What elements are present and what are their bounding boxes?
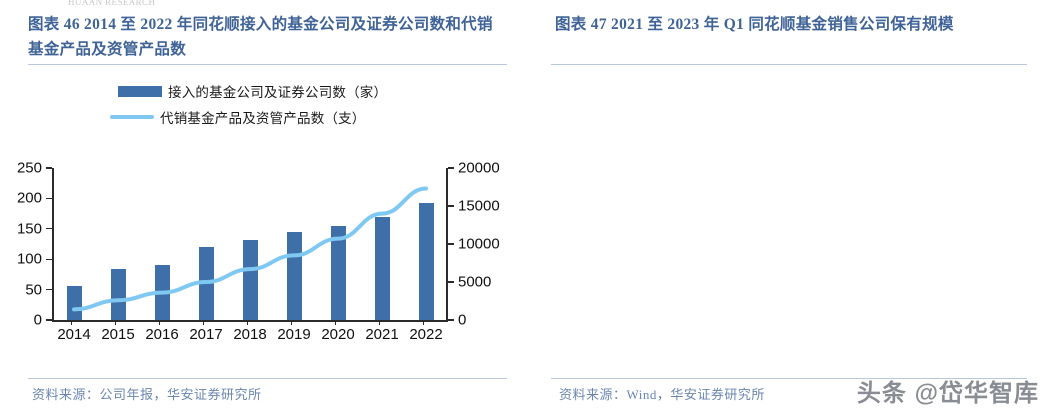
x-axis-tickmark [71,320,73,325]
y-axis-tickmark-right [448,243,454,245]
source-note-right: 资料来源：Wind，华安证券研究所 [559,387,765,402]
x-axis-tick-label-2014: 2014 [57,326,91,343]
line-series-products [72,186,428,312]
x-axis-tick-label-2018: 2018 [233,326,267,343]
x-axis-tickmark [379,320,381,325]
title-divider-left [28,64,507,65]
x-axis-tick-label-2019: 2019 [277,326,311,343]
title-divider-right [551,64,1027,65]
y-axis-tickmark-left [46,228,52,230]
x-axis [52,320,448,322]
y-axis-tickmark-right [448,319,454,321]
cropped-header-remnant: HUAAN RESEARCH [68,0,156,7]
bar-2021 [374,216,390,320]
x-axis-tick-label-2022: 2022 [409,326,443,343]
y-axis-tick-label-left: 250 [16,159,42,177]
x-axis-tickmark [203,320,205,325]
x-axis-tickmark [159,320,161,325]
x-axis-tick-label-2015: 2015 [101,326,135,343]
x-axis-tickmark [335,320,337,325]
figure-panel-left: 图表 46 2014 至 2022 年同花顺接入的基金公司及证券公司数和代销基金… [17,16,507,402]
y-axis-tick-label-left: 50 [25,281,42,299]
y-axis-tick-label-right: 20000 [458,159,500,177]
y-axis-tickmark-left [46,197,52,200]
figure-46-title: 图表 46 2014 至 2022 年同花顺接入的基金公司及证券公司数和代销基金… [28,16,493,58]
y-axis-tick-label-right: 15000 [458,197,500,215]
chart-left-plot: 0 50 100 150 200 250 0 5000 10000 15000 20000 2014 2… [17,160,500,344]
watermark: 头条 @岱华智库 [856,380,1039,407]
figure-panel-right: 图表 47 2021 至 2023 年 Q1 同花顺基金销售公司保有规模 股票+… [523,0,1045,412]
bar-2015 [110,268,126,320]
legend-label-line: 代销基金产品及资管产品数（支） [160,111,366,126]
legend-left: 接入的基金公司及证券公司数（家） 代销基金产品及资管产品数（支） [110,78,387,130]
figure-47-title: 图表 47 2021 至 2023 年 Q1 同花顺基金销售公司保有规模 [555,16,954,33]
y-axis-tickmark-left [46,167,52,169]
y-axis-tickmark-right [448,167,454,169]
y-axis-tickmark-left [46,319,52,321]
y-axis-tick-label-left: 0 [33,311,42,329]
y-axis-tick-label-right: 5000 [458,273,492,291]
x-axis-tickmark [247,320,249,325]
bar-2022 [418,202,434,320]
footer-divider-left [28,378,507,379]
x-axis-tickmark [115,320,117,325]
source-note-left: 资料来源：公司年报，华安证券研究所 [32,387,262,402]
bar-2018 [242,239,258,320]
bar-2020 [330,225,346,320]
x-axis-tickmark [423,320,425,325]
y-axis-left [52,168,54,320]
legend-swatch-bar-icon [118,85,162,97]
legend-swatch-line-icon [110,115,154,119]
y-axis-right [446,168,448,320]
y-axis-tick-label-left: 150 [16,220,42,238]
footer-divider-right [551,378,1027,379]
y-axis-tick-label-right: 10000 [458,235,500,253]
legend-item-line: 代销基金产品及资管产品数（支） [110,104,387,130]
legend-label-bar: 接入的基金公司及证券公司数（家） [168,85,388,100]
y-axis-tick-label-right: 0 [458,311,467,329]
x-axis-tick-label-2016: 2016 [145,326,179,343]
y-axis-tickmark-right [448,205,454,207]
x-axis-tick-label-2020: 2020 [321,326,355,343]
y-axis-tickmark-left [46,258,52,260]
y-axis-tickmark-left [46,288,52,291]
y-axis-tick-label-left: 100 [16,250,42,268]
x-axis-tick-label-2021: 2021 [365,326,399,343]
y-axis-tick-label-left: 200 [16,189,42,207]
x-axis-tick-label-2017: 2017 [189,326,223,343]
bar-2014 [66,285,82,320]
legend-item-bar: 接入的基金公司及证券公司数（家） [118,78,387,104]
y-axis-tickmark-right [448,281,454,283]
x-axis-tickmark [291,320,293,325]
